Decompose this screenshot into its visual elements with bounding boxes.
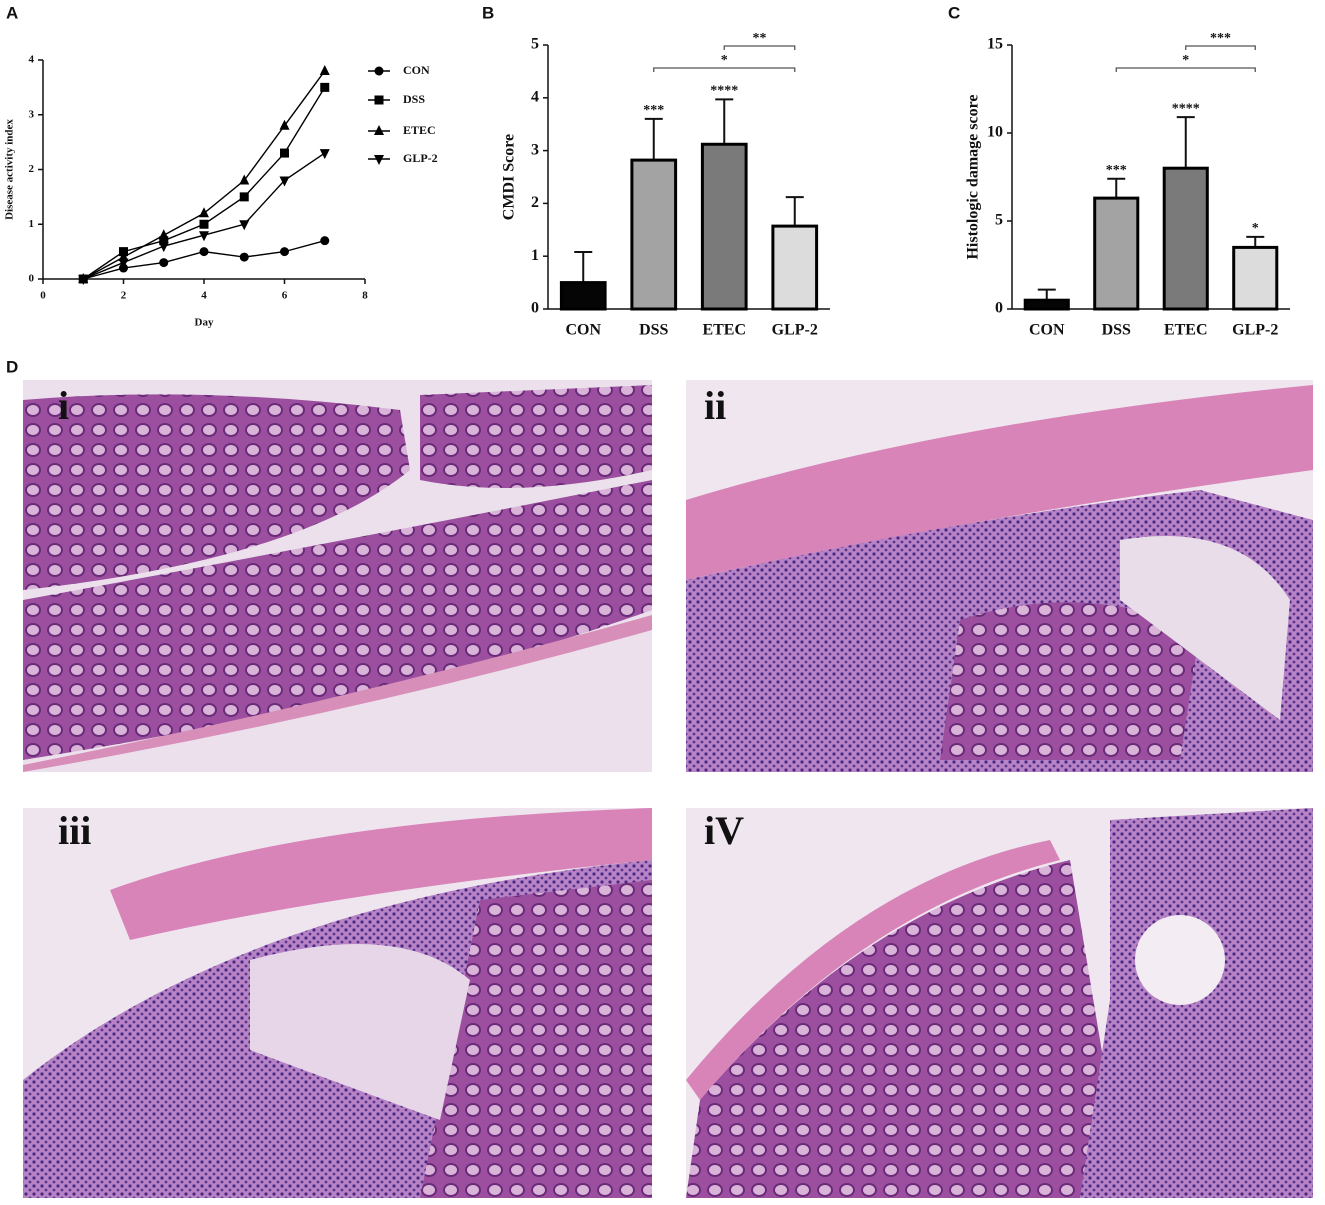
marker — [319, 149, 330, 160]
y-tick-label: 0 — [995, 300, 1003, 317]
legend-label: ETEC — [403, 123, 436, 137]
x-tick-label: DSS — [639, 322, 668, 339]
marker — [279, 176, 290, 187]
legend-label: GLP-2 — [403, 151, 438, 165]
marker — [158, 229, 169, 240]
bar — [700, 142, 748, 311]
marker — [374, 95, 384, 105]
marker — [239, 252, 249, 262]
x-tick-label: CON — [565, 322, 601, 339]
marker — [374, 125, 384, 135]
x-axis-label: Day — [195, 317, 214, 329]
bar — [1093, 196, 1140, 311]
significance-label: ** — [753, 31, 767, 46]
bar — [1023, 298, 1070, 311]
legend-label: DSS — [403, 92, 425, 106]
x-tick-label: GLP-2 — [1232, 322, 1278, 339]
x-tick-label: 4 — [201, 290, 207, 302]
image-label: iV — [704, 808, 744, 853]
y-axis-label: Disease activity index — [4, 119, 16, 220]
significance-label: * — [1252, 221, 1259, 236]
marker — [320, 82, 330, 92]
y-tick-label: 4 — [531, 88, 539, 105]
bar — [559, 281, 607, 311]
significance-label: * — [1182, 53, 1189, 68]
y-tick-label: 2 — [29, 163, 35, 175]
marker — [319, 64, 330, 75]
y-tick-label: 1 — [29, 218, 35, 230]
x-tick-label: GLP-2 — [772, 322, 818, 339]
y-tick-label: 0 — [531, 300, 539, 317]
significance-bracket — [723, 45, 796, 50]
marker — [320, 236, 330, 246]
image-label: iii — [58, 808, 91, 853]
marker — [159, 236, 169, 246]
marker — [279, 119, 290, 130]
panel-label: B — [482, 3, 494, 22]
marker — [159, 258, 169, 268]
y-tick-label: 5 — [995, 212, 1003, 229]
y-tick-label: 5 — [531, 36, 539, 53]
legend-label: CON — [403, 63, 430, 77]
bar — [1162, 166, 1209, 311]
x-tick-label: 2 — [121, 290, 127, 302]
marker — [239, 174, 250, 185]
histology-image — [23, 380, 652, 772]
marker — [374, 66, 384, 76]
image-label: ii — [704, 383, 726, 428]
histology-image — [686, 380, 1313, 772]
marker — [199, 247, 209, 257]
bar — [630, 158, 678, 311]
marker — [199, 219, 209, 229]
x-tick-label: ETEC — [1164, 322, 1208, 339]
y-tick-label: 2 — [531, 194, 539, 211]
x-tick-label: DSS — [1102, 322, 1131, 339]
y-tick-label: 4 — [29, 54, 35, 66]
marker — [280, 148, 289, 158]
panel-label: A — [6, 3, 18, 22]
panel-label: D — [6, 357, 18, 376]
significance-label: **** — [1172, 101, 1200, 116]
x-tick-label: CON — [1029, 322, 1065, 339]
histology-image — [686, 808, 1313, 1198]
y-tick-label: 1 — [531, 247, 539, 264]
image-label: i — [58, 383, 69, 428]
marker — [374, 155, 384, 165]
x-tick-label: 0 — [40, 290, 46, 302]
significance-label: *** — [643, 103, 664, 118]
significance-label: **** — [710, 84, 738, 99]
y-axis-label: CMDI Score — [501, 134, 518, 220]
y-axis-label: Histologic damage score — [965, 94, 982, 259]
y-tick-label: 3 — [29, 108, 35, 120]
significance-label: *** — [1210, 31, 1231, 46]
x-tick-label: ETEC — [702, 322, 746, 339]
marker — [239, 220, 250, 231]
marker — [78, 275, 89, 285]
y-tick-label: 0 — [29, 273, 35, 285]
significance-bracket — [1185, 45, 1256, 50]
bar — [771, 224, 819, 311]
y-tick-label: 10 — [987, 124, 1003, 141]
x-tick-label: 8 — [362, 290, 368, 302]
significance-label: * — [721, 53, 728, 68]
y-tick-label: 3 — [531, 141, 539, 158]
marker — [199, 207, 209, 218]
marker — [118, 258, 129, 269]
significance-bracket — [653, 67, 796, 72]
marker — [199, 231, 209, 242]
histology-image — [23, 808, 652, 1198]
x-tick-label: 6 — [282, 290, 288, 302]
significance-label: *** — [1106, 163, 1127, 178]
y-tick-label: 15 — [987, 36, 1003, 53]
marker — [280, 247, 289, 257]
marker — [239, 192, 249, 202]
panel-label: C — [948, 3, 960, 22]
significance-bracket — [1115, 67, 1256, 72]
marker — [158, 242, 169, 253]
bar — [1232, 245, 1279, 311]
